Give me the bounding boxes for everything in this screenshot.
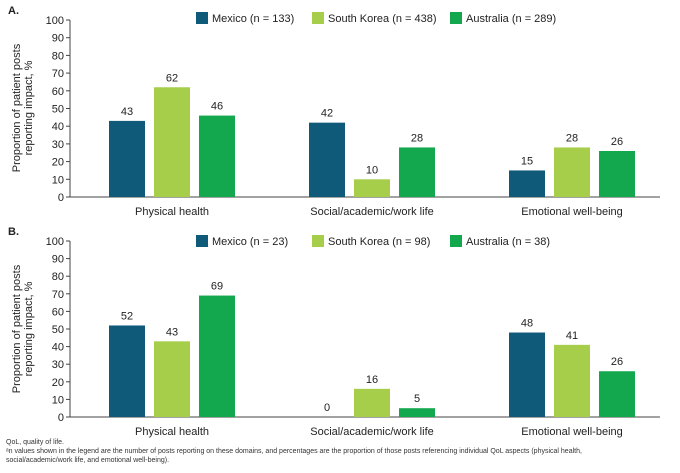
panel-label-b: B.	[8, 226, 19, 238]
bar-value-label: 43	[166, 326, 178, 338]
bar-value-label: 16	[366, 374, 378, 386]
bar-value-label: 15	[521, 155, 533, 167]
y-tick-label: 60	[52, 86, 64, 98]
bar	[354, 179, 390, 197]
bar	[554, 147, 590, 197]
bar-value-label: 48	[521, 318, 533, 330]
y-tick-label: 80	[52, 50, 64, 62]
legend-label: Mexico (n = 133)	[212, 13, 294, 25]
bar-value-label: 0	[324, 402, 330, 414]
bar-value-label: 43	[121, 106, 133, 118]
bar	[509, 170, 545, 197]
bar	[399, 408, 435, 417]
x-category-label: Physical health	[135, 206, 209, 218]
legend-swatch	[196, 12, 208, 24]
y-tick-label: 50	[52, 104, 64, 116]
bar-value-label: 28	[566, 132, 578, 144]
y-tick-label: 0	[58, 192, 64, 204]
bar	[399, 147, 435, 197]
bar-value-label: 46	[211, 101, 223, 113]
y-tick-label: 80	[52, 271, 64, 283]
bar	[309, 122, 345, 197]
y-tick-label: 50	[52, 324, 64, 336]
y-tick-label: 10	[52, 394, 64, 406]
bar	[599, 371, 635, 417]
x-category-label: Social/academic/work life	[310, 206, 434, 218]
legend-label: Mexico (n = 23)	[212, 236, 288, 248]
bar	[109, 120, 145, 197]
bar-value-label: 28	[411, 132, 423, 144]
y-tick-label: 100	[46, 15, 64, 27]
footnote-abbrev: QoL, quality of life.	[6, 439, 64, 446]
bar	[599, 150, 635, 197]
bar	[154, 87, 190, 197]
y-tick-label: 10	[52, 174, 64, 186]
y-tick-label: 20	[52, 377, 64, 389]
y-tick-label: 90	[52, 254, 64, 266]
y-tick-label: 70	[52, 68, 64, 80]
y-tick-label: 0	[58, 412, 64, 424]
y-tick-label: 40	[52, 121, 64, 133]
bar-value-label: 26	[611, 136, 623, 148]
legend-swatch	[450, 235, 462, 247]
bar-value-label: 41	[566, 330, 578, 342]
bar-value-label: 26	[611, 356, 623, 368]
panel-label-a: A.	[8, 5, 19, 17]
x-category-label: Emotional well-being	[521, 206, 623, 218]
bar-value-label: 62	[166, 72, 178, 84]
x-category-label: Social/academic/work life	[310, 426, 434, 438]
bar-value-label: 52	[121, 310, 133, 322]
footnote-n-values-cont: social/academic/work life, and emotional…	[6, 457, 170, 464]
y-tick-label: 30	[52, 359, 64, 371]
bar	[109, 325, 145, 417]
bar	[154, 341, 190, 417]
y-tick-label: 90	[52, 33, 64, 45]
bar	[354, 388, 390, 417]
bar-value-label: 69	[211, 281, 223, 293]
y-tick-label: 20	[52, 157, 64, 169]
legend-label: Australia (n = 289)	[466, 13, 556, 25]
y-tick-label: 30	[52, 139, 64, 151]
bar	[509, 332, 545, 417]
bar	[199, 115, 235, 197]
legend-label: South Korea (n = 438)	[328, 13, 437, 25]
legend-label: Australia (n = 38)	[466, 236, 550, 248]
y-tick-label: 100	[46, 236, 64, 248]
bar	[554, 344, 590, 417]
legend-swatch	[450, 12, 462, 24]
x-category-label: Physical health	[135, 426, 209, 438]
legend-swatch	[312, 235, 324, 247]
bar-value-label: 5	[414, 393, 420, 405]
y-axis-title: Proportion of patient postsreporting imp…	[11, 43, 35, 172]
y-tick-label: 60	[52, 306, 64, 318]
bar	[199, 295, 235, 417]
bar-value-label: 42	[321, 108, 333, 120]
legend-swatch	[196, 235, 208, 247]
y-axis-title: Proportion of patient postsreporting imp…	[11, 264, 35, 393]
y-tick-label: 40	[52, 342, 64, 354]
y-tick-label: 70	[52, 289, 64, 301]
footnote-n-values: ᵃn values shown in the legend are the nu…	[6, 448, 582, 455]
x-category-label: Emotional well-being	[521, 426, 623, 438]
legend-swatch	[312, 12, 324, 24]
legend-label: South Korea (n = 98)	[328, 236, 430, 248]
bar-value-label: 10	[366, 164, 378, 176]
